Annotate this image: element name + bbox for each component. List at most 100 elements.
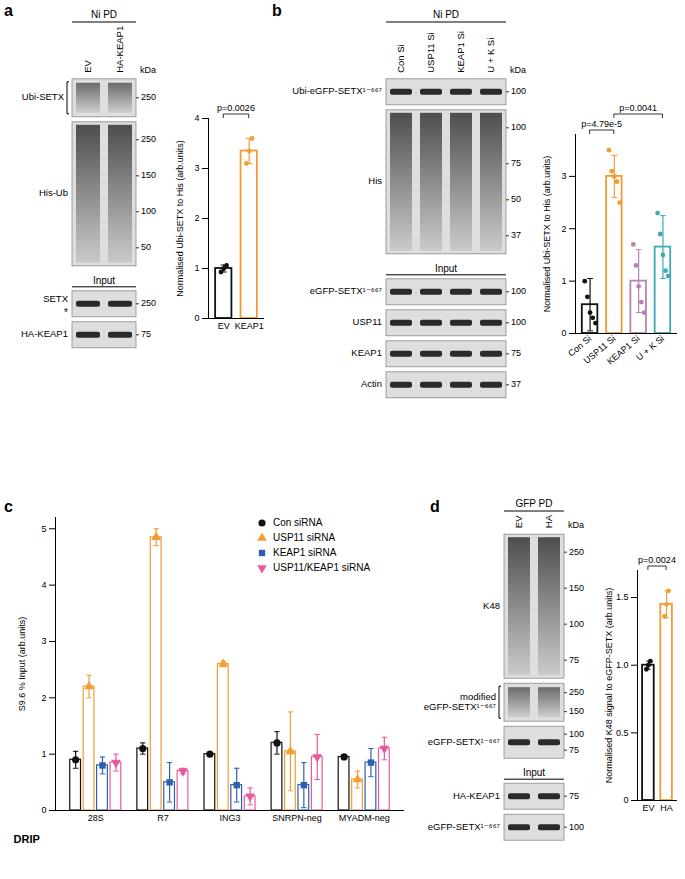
svg-text:37: 37 bbox=[511, 379, 521, 389]
svg-text:kDa: kDa bbox=[568, 520, 584, 530]
svg-text:EV: EV bbox=[513, 515, 524, 528]
svg-text:Actin: Actin bbox=[361, 378, 382, 389]
svg-text:SETX: SETX bbox=[43, 293, 68, 304]
svg-text:His-Ub: His-Ub bbox=[39, 187, 68, 198]
svg-text:0: 0 bbox=[194, 313, 199, 323]
svg-text:MYADM-neg: MYADM-neg bbox=[339, 813, 390, 823]
svg-text:Ni PD: Ni PD bbox=[91, 9, 117, 20]
svg-text:Normalised K48 signal to eGFP-: Normalised K48 signal to eGFP-SETX (arb.… bbox=[604, 588, 614, 784]
svg-text:28S: 28S bbox=[88, 813, 104, 823]
svg-text:USP11 Si: USP11 Si bbox=[425, 32, 436, 72]
svg-text:1: 1 bbox=[41, 749, 46, 759]
svg-text:Input: Input bbox=[93, 275, 115, 286]
svg-text:His: His bbox=[368, 175, 382, 186]
svg-text:50: 50 bbox=[511, 194, 521, 204]
svg-text:100: 100 bbox=[511, 122, 526, 132]
svg-text:eGFP-SETX¹⁻⁶⁶⁷: eGFP-SETX¹⁻⁶⁶⁷ bbox=[428, 736, 501, 747]
svg-text:0.5: 0.5 bbox=[616, 728, 629, 738]
svg-text:Normalised Ubi-SETX to His (ar: Normalised Ubi-SETX to His (arb.units) bbox=[175, 140, 185, 297]
svg-text:EV: EV bbox=[82, 59, 93, 72]
svg-text:100: 100 bbox=[569, 619, 584, 629]
svg-text:250: 250 bbox=[141, 134, 156, 144]
svg-text:p=0.0024: p=0.0024 bbox=[638, 555, 676, 565]
svg-text:4: 4 bbox=[194, 113, 199, 123]
svg-text:3: 3 bbox=[561, 171, 566, 181]
svg-text:75: 75 bbox=[569, 655, 579, 665]
svg-text:50: 50 bbox=[141, 242, 151, 252]
svg-text:4: 4 bbox=[41, 580, 46, 590]
svg-text:150: 150 bbox=[569, 706, 584, 716]
svg-text:Ni PD: Ni PD bbox=[433, 9, 459, 20]
svg-text:HA-KEAP1: HA-KEAP1 bbox=[114, 26, 125, 73]
svg-text:75: 75 bbox=[569, 745, 579, 755]
svg-text:HA-KEAP1: HA-KEAP1 bbox=[21, 328, 68, 339]
svg-text:2: 2 bbox=[194, 213, 199, 223]
svg-text:DRIP: DRIP bbox=[14, 833, 40, 845]
svg-text:75: 75 bbox=[569, 791, 579, 801]
svg-text:a: a bbox=[4, 2, 13, 19]
svg-text:c: c bbox=[4, 498, 13, 515]
svg-text:1: 1 bbox=[561, 276, 566, 286]
svg-text:kDa: kDa bbox=[140, 65, 156, 75]
svg-text:HA-KEAP1: HA-KEAP1 bbox=[453, 790, 500, 801]
svg-text:100: 100 bbox=[569, 729, 584, 739]
svg-text:1: 1 bbox=[194, 263, 199, 273]
svg-text:KEAP1: KEAP1 bbox=[351, 347, 382, 358]
svg-text:USP11: USP11 bbox=[353, 316, 382, 327]
svg-text:HA: HA bbox=[660, 803, 673, 813]
svg-text:250: 250 bbox=[141, 298, 156, 308]
svg-text:R7: R7 bbox=[157, 813, 169, 823]
svg-text:d: d bbox=[430, 498, 440, 515]
svg-text:0: 0 bbox=[623, 795, 628, 805]
svg-text:100: 100 bbox=[141, 206, 156, 216]
svg-text:Ubi-SETX: Ubi-SETX bbox=[22, 91, 65, 102]
svg-text:kDa: kDa bbox=[510, 65, 526, 75]
svg-text:0: 0 bbox=[561, 328, 566, 338]
svg-text:1.5: 1.5 bbox=[616, 592, 629, 602]
svg-text:p=0.0041: p=0.0041 bbox=[619, 103, 657, 113]
svg-text:100: 100 bbox=[511, 86, 526, 96]
svg-text:Ubi-eGFP-SETX¹⁻⁶⁶⁷: Ubi-eGFP-SETX¹⁻⁶⁶⁷ bbox=[292, 85, 382, 96]
svg-text:3: 3 bbox=[194, 163, 199, 173]
svg-text:eGFP-SETX¹⁻⁶⁶⁷: eGFP-SETX¹⁻⁶⁶⁷ bbox=[428, 821, 501, 832]
svg-text:37: 37 bbox=[511, 230, 521, 240]
svg-text:150: 150 bbox=[569, 583, 584, 593]
svg-text:GFP PD: GFP PD bbox=[515, 498, 552, 509]
svg-text:EV: EV bbox=[218, 321, 230, 331]
svg-text:modifiedeGFP-SETX¹⁻⁶⁶⁷: modifiedeGFP-SETX¹⁻⁶⁶⁷ bbox=[424, 690, 497, 711]
svg-text:Input: Input bbox=[435, 263, 457, 274]
svg-text:250: 250 bbox=[141, 92, 156, 102]
svg-text:SNRPN-neg: SNRPN-neg bbox=[272, 813, 322, 823]
svg-text:100: 100 bbox=[511, 286, 526, 296]
svg-text:75: 75 bbox=[141, 329, 151, 339]
svg-text:U + K Si: U + K Si bbox=[634, 334, 666, 363]
svg-text:Con Si: Con Si bbox=[395, 44, 406, 73]
svg-text:eGFP-SETX¹⁻⁶⁶⁷: eGFP-SETX¹⁻⁶⁶⁷ bbox=[310, 285, 383, 296]
svg-text:250: 250 bbox=[569, 687, 584, 697]
svg-text:KEAP1: KEAP1 bbox=[235, 321, 264, 331]
svg-text:p=0.0026: p=0.0026 bbox=[217, 103, 255, 113]
svg-text:0: 0 bbox=[41, 805, 46, 815]
svg-text:5: 5 bbox=[41, 524, 46, 534]
svg-text:b: b bbox=[272, 2, 282, 19]
svg-text:Normalised Ubi-SETX to His (ar: Normalised Ubi-SETX to His (arb.units) bbox=[542, 156, 552, 313]
svg-text:*: * bbox=[64, 307, 68, 318]
svg-text:2: 2 bbox=[41, 693, 46, 703]
svg-text:1.0: 1.0 bbox=[616, 660, 629, 670]
svg-text:Input: Input bbox=[523, 767, 545, 778]
svg-text:HA: HA bbox=[543, 514, 554, 528]
svg-text:150: 150 bbox=[141, 170, 156, 180]
svg-text:75: 75 bbox=[511, 158, 521, 168]
svg-text:2: 2 bbox=[561, 224, 566, 234]
svg-text:EV: EV bbox=[642, 803, 654, 813]
svg-text:p=4.79e-5: p=4.79e-5 bbox=[581, 119, 622, 129]
svg-text:75: 75 bbox=[511, 348, 521, 358]
svg-text:100: 100 bbox=[511, 317, 526, 327]
svg-text:K48: K48 bbox=[483, 600, 500, 611]
svg-text:S9.6 % Input (arb.units): S9.6 % Input (arb.units) bbox=[17, 617, 27, 712]
svg-text:ING3: ING3 bbox=[219, 813, 240, 823]
svg-text:100: 100 bbox=[569, 822, 584, 832]
svg-text:KEAP1 Si: KEAP1 Si bbox=[605, 334, 642, 367]
svg-text:KEAP1 Si: KEAP1 Si bbox=[455, 31, 466, 73]
svg-text:U + K Si: U + K Si bbox=[485, 38, 496, 73]
